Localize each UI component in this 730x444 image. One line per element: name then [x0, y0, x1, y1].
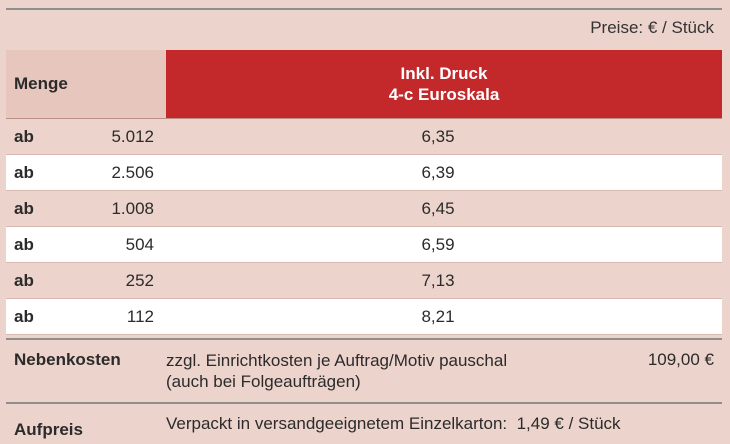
table-row: ab 112 8,21	[6, 299, 722, 335]
row-price: 6,35	[154, 127, 722, 147]
row-price: 8,21	[154, 307, 722, 327]
section-rule-nebenkosten	[6, 338, 722, 340]
prices-unit-note: Preise: € / Stück	[590, 18, 714, 38]
row-prefix: ab	[6, 199, 66, 219]
row-prefix: ab	[6, 235, 66, 255]
druck-header-line2: 4-c Euroskala	[389, 84, 500, 105]
row-quantity: 112	[66, 307, 154, 327]
nebenkosten-label: Nebenkosten	[14, 350, 121, 370]
aufpreis-text: Verpackt in versandgeeignetem Einzelkart…	[166, 414, 621, 434]
table-header: Menge Inkl. Druck 4-c Euroskala	[6, 50, 722, 118]
table-row: ab 2.506 6,39	[6, 155, 722, 191]
row-prefix: ab	[6, 307, 66, 327]
menge-header: Menge	[6, 50, 166, 118]
nebenkosten-line1: zzgl. Einrichtkosten je Auftrag/Motiv pa…	[166, 350, 507, 371]
aufpreis-label: Aufpreis	[14, 420, 83, 440]
row-quantity: 504	[66, 235, 154, 255]
druck-header-line1: Inkl. Druck	[401, 63, 488, 84]
druck-header: Inkl. Druck 4-c Euroskala	[166, 50, 722, 118]
row-quantity: 2.506	[66, 163, 154, 183]
nebenkosten-text: zzgl. Einrichtkosten je Auftrag/Motiv pa…	[166, 350, 507, 392]
top-rule	[6, 8, 722, 10]
row-quantity: 5.012	[66, 127, 154, 147]
row-prefix: ab	[6, 127, 66, 147]
row-quantity: 1.008	[66, 199, 154, 219]
section-rule-aufpreis	[6, 402, 722, 404]
table-row: ab 1.008 6,45	[6, 191, 722, 227]
row-quantity: 252	[66, 271, 154, 291]
row-prefix: ab	[6, 271, 66, 291]
row-prefix: ab	[6, 163, 66, 183]
row-price: 6,39	[154, 163, 722, 183]
table-row: ab 252 7,13	[6, 263, 722, 299]
table-row: ab 5.012 6,35	[6, 119, 722, 155]
row-price: 6,45	[154, 199, 722, 219]
row-price: 7,13	[154, 271, 722, 291]
nebenkosten-price: 109,00 €	[648, 350, 714, 370]
row-price: 6,59	[154, 235, 722, 255]
nebenkosten-line2: (auch bei Folgeaufträgen)	[166, 371, 507, 392]
table-row: ab 504 6,59	[6, 227, 722, 263]
price-table: ab 5.012 6,35 ab 2.506 6,39 ab 1.008 6,4…	[6, 119, 722, 335]
